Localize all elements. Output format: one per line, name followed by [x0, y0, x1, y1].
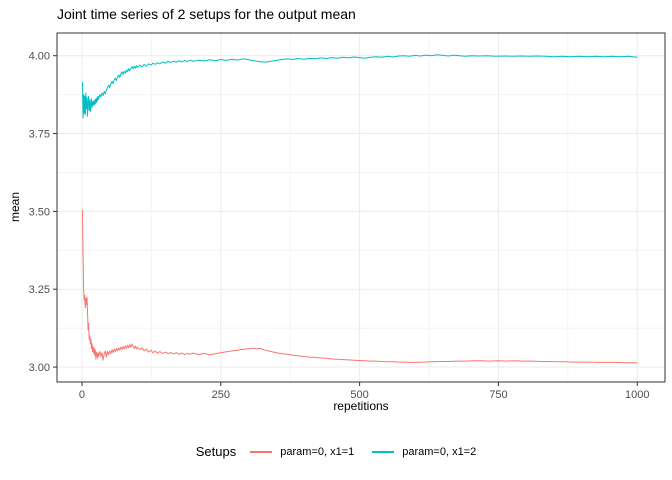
series-line-1	[82, 209, 638, 364]
x-tick-label: 1000	[625, 389, 649, 401]
legend-item-label: param=0, x1=1	[280, 445, 355, 458]
x-tick-label: 500	[350, 389, 368, 401]
legend-item: param=0, x1=2	[372, 446, 476, 458]
y-tick-label: 3.50	[29, 206, 50, 218]
x-tick-label: 0	[79, 389, 85, 401]
legend-title: Setups	[195, 444, 237, 459]
y-tick-label: 3.75	[29, 129, 50, 141]
y-tick-label: 4.00	[29, 51, 50, 63]
x-axis-title: repetitions	[333, 399, 389, 413]
legend-key-line	[250, 450, 273, 453]
legend: Setups param=0, x1=1 param=0, x1=2	[0, 444, 672, 459]
chart-title: Joint time series of 2 setups for the ou…	[57, 6, 356, 22]
plot-area: 0 250 500 750 1000 3.00 3.25 3.50 3.75 4.00	[29, 32, 666, 401]
legend-items: param=0, x1=1 param=0, x1=2	[250, 446, 476, 458]
y-axis-title: mean	[8, 191, 22, 223]
x-tick-label: 250	[212, 389, 230, 401]
legend-key-line	[372, 450, 395, 453]
x-tick-label: 750	[489, 389, 507, 401]
y-tick-label: 3.00	[29, 362, 50, 374]
legend-item: param=0, x1=1	[250, 446, 354, 458]
legend-item-label: param=0, x1=2	[402, 445, 477, 458]
series-line-2	[82, 54, 638, 119]
y-tick-label: 3.25	[29, 284, 50, 296]
panel-background	[57, 33, 665, 382]
panel-border	[56, 32, 666, 383]
